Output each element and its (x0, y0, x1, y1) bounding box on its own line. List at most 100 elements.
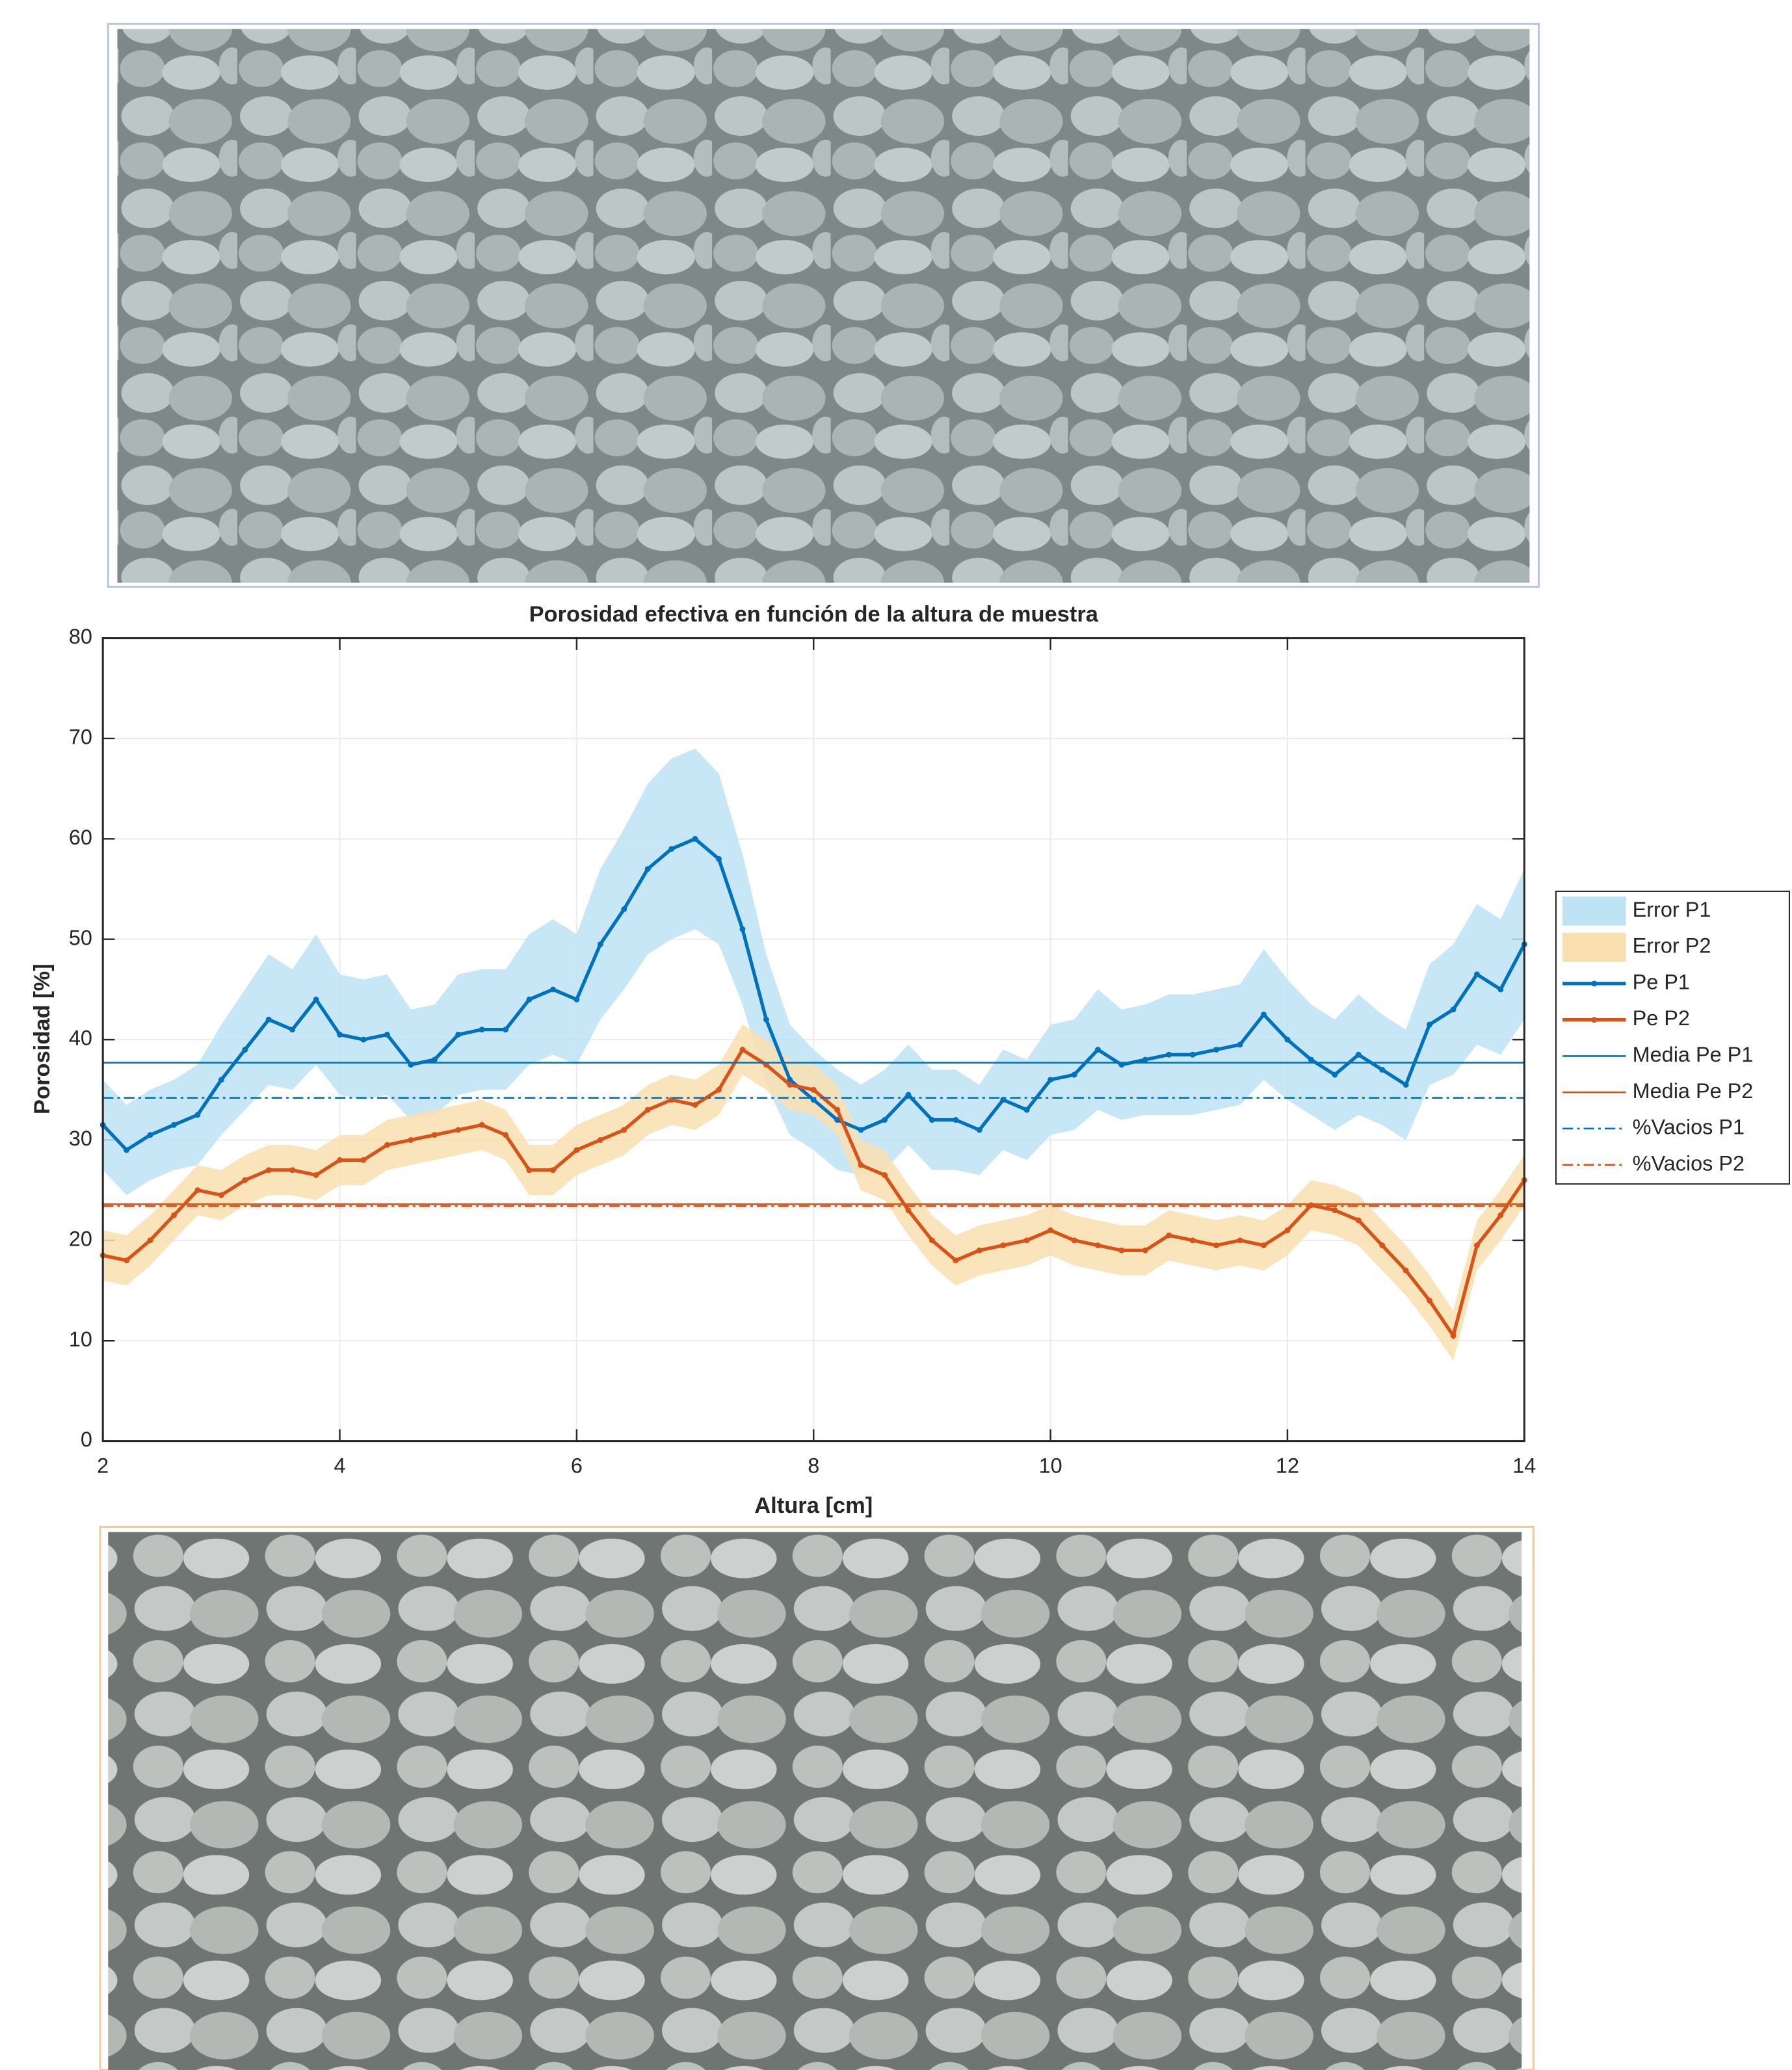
data-point (668, 846, 674, 852)
data-point (124, 1147, 129, 1153)
data-point (313, 1172, 319, 1178)
data-point (1451, 1006, 1456, 1012)
data-point (1213, 1242, 1219, 1248)
data-point (1024, 1237, 1030, 1243)
data-point (1403, 1082, 1409, 1088)
data-point (1095, 1047, 1101, 1053)
data-point (313, 997, 319, 1002)
legend-label: Pe P2 (1633, 1006, 1690, 1030)
data-point (1474, 971, 1480, 977)
data-point (858, 1162, 864, 1168)
legend-label: Error P2 (1633, 934, 1711, 958)
data-point (1048, 1077, 1053, 1082)
data-point (645, 866, 651, 872)
data-point (194, 1112, 200, 1118)
data-point (218, 1192, 224, 1198)
data-point (858, 1127, 864, 1133)
data-point (1024, 1107, 1030, 1113)
data-point (692, 1102, 698, 1108)
y-tick-label: 20 (69, 1227, 92, 1250)
y-tick-label: 10 (69, 1328, 92, 1351)
data-point (1190, 1052, 1196, 1058)
data-point (455, 1032, 461, 1038)
data-point (1166, 1233, 1172, 1238)
data-point (598, 1137, 603, 1143)
data-point (455, 1127, 461, 1133)
legend-swatch (1562, 897, 1626, 926)
data-point (550, 986, 556, 992)
data-point (716, 1087, 722, 1093)
data-point (1332, 1072, 1337, 1078)
data-point (787, 1082, 793, 1088)
data-point (739, 926, 745, 932)
data-point (1118, 1248, 1124, 1253)
data-point (906, 1207, 912, 1213)
data-point (384, 1142, 390, 1148)
data-point (550, 1167, 556, 1173)
data-point (953, 1257, 958, 1263)
data-point (1237, 1042, 1243, 1047)
legend-swatch (1591, 980, 1597, 986)
data-point (1000, 1242, 1006, 1248)
data-point (1142, 1248, 1148, 1253)
data-point (1427, 1021, 1432, 1027)
x-tick-label: 6 (571, 1454, 583, 1478)
y-tick-label: 30 (69, 1127, 92, 1150)
data-point (361, 1157, 367, 1163)
data-point (479, 1027, 485, 1032)
x-axis-label: Altura [cm] (754, 1493, 873, 1518)
photo-top (117, 29, 1529, 583)
data-point (432, 1057, 438, 1063)
data-point (1261, 1012, 1267, 1017)
data-point (953, 1117, 958, 1123)
data-point (645, 1107, 651, 1113)
x-tick-label: 4 (334, 1454, 346, 1478)
data-point (337, 1032, 343, 1038)
data-point (1095, 1242, 1101, 1248)
data-point (148, 1132, 153, 1138)
data-point (242, 1177, 248, 1183)
data-point (716, 856, 722, 862)
data-point (1190, 1237, 1196, 1243)
data-point (1072, 1072, 1077, 1078)
x-tick-label: 10 (1039, 1454, 1062, 1478)
legend-label: %Vacios P1 (1633, 1116, 1745, 1139)
data-point (527, 1167, 533, 1173)
data-point (1497, 1212, 1503, 1218)
data-point (882, 1172, 888, 1178)
data-point (266, 1167, 272, 1173)
data-point (1308, 1202, 1314, 1208)
data-point (384, 1032, 390, 1038)
data-point (739, 1047, 745, 1053)
data-point (171, 1212, 177, 1218)
data-point (621, 906, 627, 912)
data-point (1356, 1218, 1362, 1224)
data-point (598, 941, 603, 947)
data-point (1403, 1268, 1409, 1274)
data-point (1166, 1052, 1172, 1058)
data-point (503, 1132, 508, 1138)
data-point (1072, 1237, 1077, 1243)
data-point (408, 1137, 414, 1143)
data-point (337, 1157, 343, 1163)
x-tick-label: 12 (1276, 1454, 1299, 1478)
data-point (977, 1127, 982, 1133)
data-point (479, 1122, 485, 1128)
x-tick-label: 2 (97, 1454, 109, 1478)
data-point (289, 1027, 295, 1032)
data-point (929, 1117, 935, 1123)
data-point (906, 1092, 912, 1098)
data-point (1379, 1067, 1385, 1073)
y-axis-label: Porosidad [%] (30, 963, 55, 1114)
data-point (361, 1037, 367, 1043)
data-point (1285, 1227, 1291, 1233)
data-point (171, 1122, 177, 1128)
y-tick-label: 50 (69, 926, 92, 949)
data-point (763, 1017, 769, 1023)
y-tick-label: 40 (69, 1027, 92, 1050)
data-point (1332, 1207, 1337, 1213)
data-point (1474, 1242, 1480, 1248)
legend-label: Media Pe P2 (1633, 1079, 1754, 1103)
data-point (573, 997, 579, 1002)
legend-label: %Vacios P2 (1633, 1151, 1745, 1175)
